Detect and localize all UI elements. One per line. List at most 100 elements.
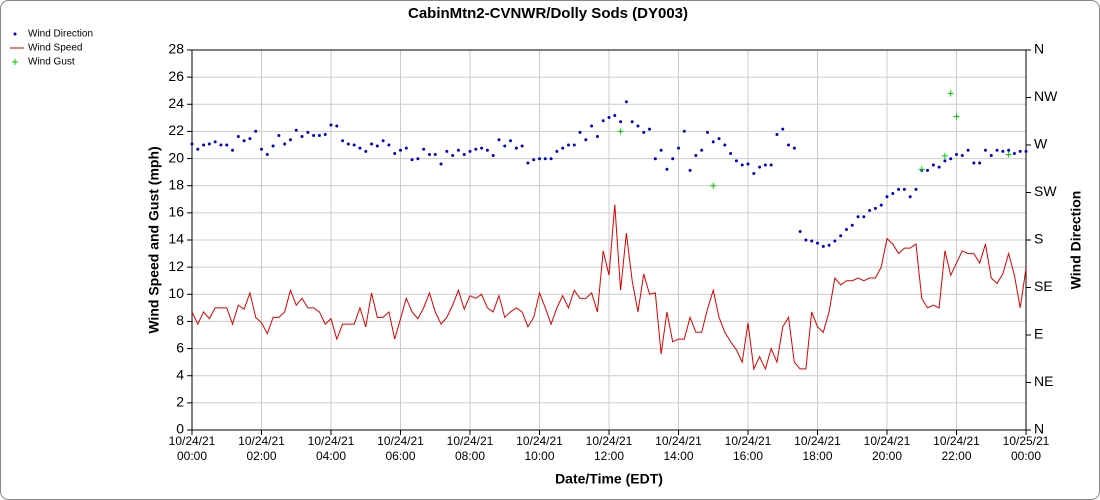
direction-dot (445, 149, 449, 153)
direction-dot (219, 143, 223, 147)
direction-dot (833, 239, 837, 243)
y-tick-label: 8 (176, 312, 184, 328)
direction-dot (248, 137, 252, 141)
direction-dot (364, 149, 368, 153)
direction-dot (190, 142, 194, 146)
direction-dot (705, 130, 709, 134)
x-tick-label-line: 16:00 (733, 449, 763, 463)
direction-dot (480, 146, 484, 150)
direction-dot (653, 157, 657, 161)
y2-tick-label: N (1034, 421, 1044, 437)
direction-dot (665, 167, 669, 171)
direction-dot (1012, 151, 1016, 155)
gust-mark (710, 182, 717, 189)
direction-dot (769, 163, 773, 167)
direction-dot (312, 134, 316, 137)
y2-tick-label: N (1034, 41, 1044, 57)
direction-dot (341, 139, 345, 143)
x-tick-label-line: 10/24/21 (794, 434, 841, 448)
direction-dot (636, 124, 640, 128)
direction-dot (989, 154, 993, 158)
direction-dot (358, 146, 362, 150)
direction-dot (283, 142, 287, 146)
x-tick-label: 10/25/21 00:00 (1003, 434, 1050, 463)
x-axis-label: Date/Time (EDT) (555, 471, 663, 487)
x-tick-label: 10/24/21 22:00 (933, 434, 980, 463)
legend-marker (13, 32, 17, 36)
y2-tick-label: SE (1034, 278, 1053, 294)
direction-dot (868, 208, 872, 212)
direction-dot (955, 153, 958, 156)
direction-dot (717, 137, 721, 141)
x-tick-label-line: 06:00 (385, 449, 415, 463)
direction-dot (451, 154, 455, 158)
direction-dot (370, 142, 374, 146)
direction-dot (995, 148, 999, 152)
direction-dot (346, 142, 350, 146)
direction-dot (659, 148, 663, 152)
direction-dot (821, 244, 825, 248)
x-tick-label-line: 00:00 (1011, 449, 1041, 463)
direction-dot (317, 134, 321, 137)
y2-tick-label: S (1034, 231, 1043, 247)
direction-dot (682, 129, 686, 133)
direction-dot (549, 157, 553, 161)
direction-dot (746, 162, 750, 166)
direction-dot (856, 215, 860, 219)
direction-dot (787, 143, 791, 147)
direction-dot (798, 230, 802, 234)
direction-dot (723, 143, 727, 147)
direction-dot (207, 142, 211, 146)
direction-dot (578, 130, 582, 134)
direction-dot (202, 143, 206, 147)
x-tick-label-line: 18:00 (802, 449, 832, 463)
direction-dot (816, 241, 819, 245)
direction-dot (381, 139, 385, 143)
x-tick-label-line: 10/24/21 (308, 434, 355, 448)
gust-mark (918, 166, 925, 173)
direction-dot (294, 128, 298, 132)
direction-dot (375, 144, 379, 148)
direction-dot (352, 143, 356, 147)
x-tick-label-line: 04:00 (316, 449, 346, 463)
direction-dot (902, 187, 906, 191)
gust-mark (947, 90, 954, 97)
direction-dot (584, 138, 588, 142)
direction-dot (514, 146, 518, 150)
direction-dot (497, 138, 501, 142)
x-tick-label: 10/24/21 12:00 (586, 434, 633, 463)
x-tick-label: 10/24/21 04:00 (308, 434, 355, 463)
direction-dot (306, 130, 310, 134)
direction-dot (595, 135, 599, 139)
direction-dot (231, 148, 235, 152)
direction-dot (648, 127, 652, 131)
x-tick-label-line: 10/24/21 (655, 434, 702, 448)
x-tick-label: 10/24/21 14:00 (655, 434, 702, 463)
direction-dot (260, 147, 263, 151)
x-tick-label-line: 10/24/21 (725, 434, 772, 448)
direction-dot (323, 132, 327, 136)
direction-dot (399, 148, 402, 152)
x-tick-label: 10/24/21 06:00 (377, 434, 424, 463)
gust-mark (953, 113, 960, 120)
direction-dot (225, 143, 229, 147)
direction-dot (734, 159, 738, 163)
direction-dot (503, 144, 507, 148)
x-tick-label-line: 10/24/21 (864, 434, 911, 448)
direction-dot (474, 147, 478, 151)
direction-dot (271, 144, 275, 148)
direction-dot (804, 238, 808, 242)
direction-dot (335, 124, 339, 128)
direction-dot (1018, 149, 1022, 153)
x-tick-label: 10/24/21 16:00 (725, 434, 772, 463)
y-tick-label: 4 (176, 366, 184, 382)
direction-dot (740, 163, 744, 167)
x-tick-label-line: 20:00 (872, 449, 902, 463)
x-tick-label-line: 10/24/21 (933, 434, 980, 448)
y2-tick-label: NE (1034, 373, 1053, 389)
direction-dot (677, 146, 680, 150)
x-tick-label: 10/24/21 18:00 (794, 434, 841, 463)
direction-dot (236, 135, 240, 139)
